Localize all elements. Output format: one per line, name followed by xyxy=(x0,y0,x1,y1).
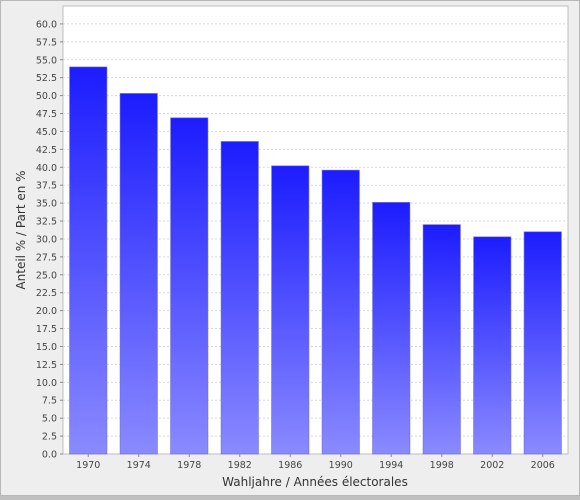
bar-1974 xyxy=(119,93,158,455)
x-tick-label: 1982 xyxy=(228,460,252,471)
bar-1994 xyxy=(372,202,411,455)
y-tick-label: 40.0 xyxy=(36,163,57,174)
x-tick-label: 1994 xyxy=(379,460,403,471)
y-tick-label: 17.5 xyxy=(36,324,57,335)
x-axis: 1970 1974 1978 1982 1986 1990 1994 1998 2002 2006 xyxy=(76,454,555,471)
y-tick-label: 27.5 xyxy=(36,252,57,263)
y-tick-label: 12.5 xyxy=(36,360,57,371)
bar-1998 xyxy=(422,224,461,455)
y-tick-label: 35.0 xyxy=(36,199,57,210)
x-tick-label: 2002 xyxy=(480,460,504,471)
bars xyxy=(69,66,562,455)
y-tick-label: 55.0 xyxy=(36,55,57,66)
y-tick-label: 37.5 xyxy=(36,181,57,192)
y-tick-label: 0.0 xyxy=(42,450,57,461)
x-tick-label: 1974 xyxy=(127,460,151,471)
y-tick-label: 2.5 xyxy=(42,432,57,443)
y-tick-label: 60.0 xyxy=(36,19,57,30)
y-tick-label: 42.5 xyxy=(36,145,57,156)
bar-2002 xyxy=(473,236,512,455)
y-tick-label: 25.0 xyxy=(36,270,57,281)
y-tick-label: 10.0 xyxy=(36,378,57,389)
bar-1990 xyxy=(321,169,360,455)
x-tick-label: 1990 xyxy=(329,460,353,471)
y-tick-label: 32.5 xyxy=(36,217,57,228)
y-tick-label: 15.0 xyxy=(36,342,57,353)
y-tick-label: 30.0 xyxy=(36,234,57,245)
y-tick-label: 7.5 xyxy=(42,396,57,407)
x-tick-label: 2006 xyxy=(531,460,555,471)
y-axis: 0.0 2.5 5.0 7.5 10.0 12.5 15.0 17.5 20.0 22.5 25.0… xyxy=(36,19,63,461)
bar-1970 xyxy=(69,66,108,455)
y-tick-label: 47.5 xyxy=(36,109,57,120)
x-tick-label: 1978 xyxy=(177,460,201,471)
y-tick-label: 57.5 xyxy=(36,37,57,48)
x-tick-label: 1970 xyxy=(76,460,100,471)
bar-1986 xyxy=(271,165,310,455)
bar-1978 xyxy=(170,117,209,455)
bar-2006 xyxy=(523,231,562,455)
y-tick-label: 5.0 xyxy=(42,414,57,425)
y-tick-label: 52.5 xyxy=(36,73,57,84)
x-axis-title: Wahljahre / Années électorales xyxy=(222,475,408,489)
y-axis-title: Anteil % / Part en % xyxy=(14,170,28,289)
bar-1982 xyxy=(220,141,259,455)
x-tick-label: 1998 xyxy=(430,460,454,471)
y-tick-label: 20.0 xyxy=(36,306,57,317)
y-tick-label: 22.5 xyxy=(36,288,57,299)
y-tick-label: 50.0 xyxy=(36,91,57,102)
y-tick-label: 45.0 xyxy=(36,127,57,138)
x-tick-label: 1986 xyxy=(278,460,302,471)
